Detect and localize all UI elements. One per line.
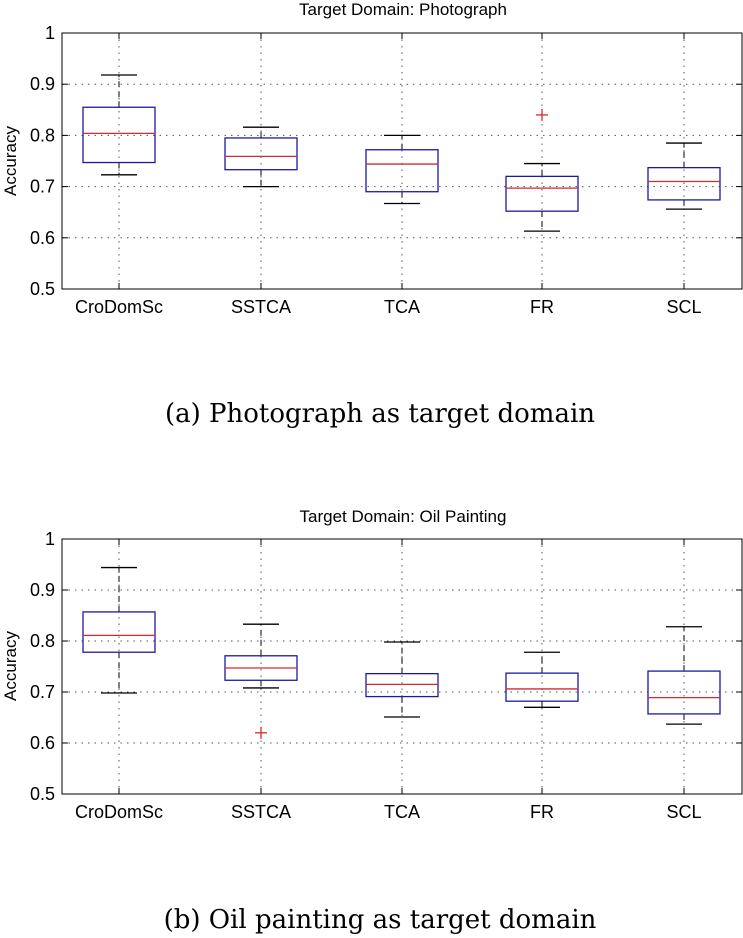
x-axis: CroDomSc SSTCA TCA FR SCL <box>75 539 702 822</box>
iqr-box <box>365 672 439 698</box>
x-tick-label: CroDomSc <box>75 802 163 822</box>
x-tick-label: SSTCA <box>231 802 291 822</box>
box-SCL <box>647 626 721 725</box>
box-FR <box>505 108 579 232</box>
x-tick-label: FR <box>530 297 554 317</box>
x-axis: CroDomSc SSTCA TCA FR SCL <box>75 33 702 317</box>
x-tick-label: SCL <box>666 802 701 822</box>
panel-photograph: Target Domain: Photograph 0.50.60.70.80.… <box>1 0 743 429</box>
y-tick-label: 0.8 <box>30 631 55 651</box>
y-tick-label: 0.7 <box>30 682 55 702</box>
y-axis: 0.5 0.6 0.7 0.8 0.9 1 <box>30 529 742 804</box>
plot-frame <box>61 32 743 290</box>
iqr-box <box>647 167 721 201</box>
x-tick-label: CroDomSc <box>75 297 163 317</box>
y-axis-label: Accuracy <box>1 631 20 701</box>
plot-frame <box>61 538 743 795</box>
iqr-box <box>505 672 579 702</box>
x-tick-label: TCA <box>384 297 420 317</box>
box-FR <box>505 651 579 708</box>
outlier-marker <box>255 726 267 739</box>
y-axis-label: Accuracy <box>1 126 20 196</box>
y-tick-label: 1 <box>45 529 55 549</box>
y-tick-label: 1 <box>45 23 55 43</box>
y-tick-label: 0.9 <box>30 74 55 94</box>
y-tick-label: 0.5 <box>30 784 55 804</box>
boxplot-marks <box>82 74 721 232</box>
y-tick-label: 0.5 <box>30 279 55 299</box>
x-tick-label: SCL <box>666 297 701 317</box>
box-SCL <box>647 142 721 210</box>
iqr-box <box>82 106 156 164</box>
x-tick-label: SSTCA <box>231 297 291 317</box>
box-SSTCA <box>224 126 298 188</box>
x-tick-label: FR <box>530 802 554 822</box>
chart-title: Target Domain: Oil Painting <box>300 507 507 526</box>
iqr-box <box>82 611 156 653</box>
y-tick-label: 0.6 <box>30 228 55 248</box>
y-tick-label: 0.7 <box>30 177 55 197</box>
box-CroDomSc <box>82 74 156 176</box>
y-tick-label: 0.6 <box>30 733 55 753</box>
iqr-box <box>365 149 439 193</box>
iqr-box <box>505 175 579 212</box>
grid <box>62 33 742 289</box>
iqr-box <box>647 670 721 715</box>
outlier-marker <box>536 108 548 121</box>
y-axis: 0.5 0.6 0.7 0.8 0.9 1 <box>30 23 742 299</box>
box-CroDomSc <box>82 566 156 694</box>
grid <box>62 539 742 794</box>
boxplot-marks <box>82 566 721 739</box>
box-SSTCA <box>224 623 298 739</box>
iqr-box <box>224 137 298 171</box>
box-TCA <box>365 641 439 718</box>
caption: (a) Photograph as target domain <box>165 399 595 429</box>
chart-title: Target Domain: Photograph <box>299 0 507 19</box>
y-tick-label: 0.9 <box>30 580 55 600</box>
caption: (b) Oil painting as target domain <box>164 905 597 935</box>
box-TCA <box>365 134 439 205</box>
panel-oil-painting: Target Domain: Oil Painting 0.5 0.6 0.7 0.8… <box>1 507 743 935</box>
x-tick-label: TCA <box>384 802 420 822</box>
y-tick-label: 0.8 <box>30 125 55 145</box>
